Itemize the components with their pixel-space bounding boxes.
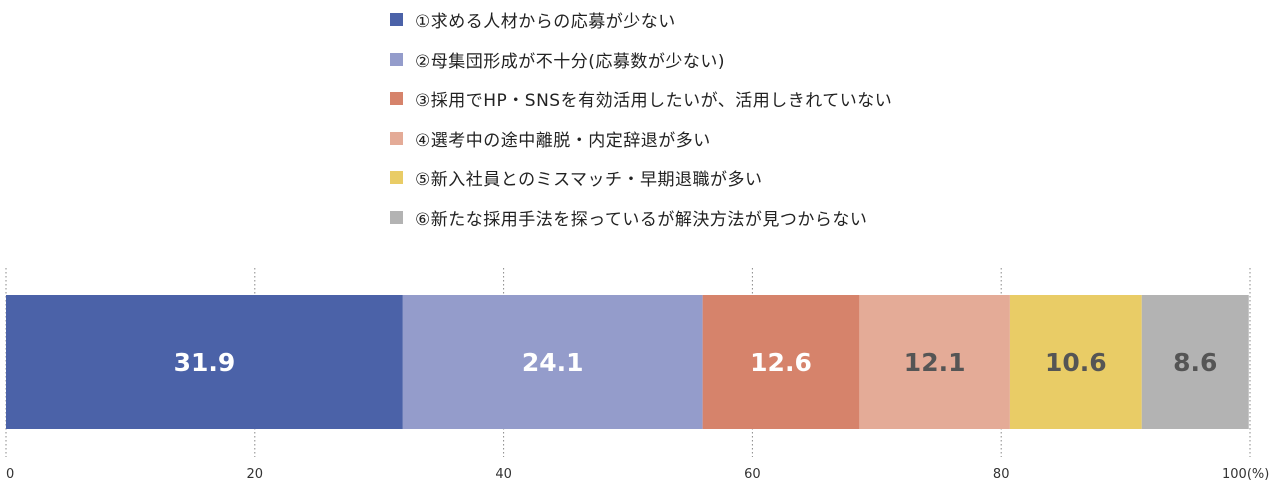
legend-swatch: [390, 210, 403, 224]
legend-item: ③採用でHP・SNSを有効活用したいが、活用しきれていない: [390, 79, 892, 119]
legend-item: ①求める人材からの応募が少ない: [390, 0, 892, 40]
bar-value-label: 24.1: [522, 348, 584, 377]
bar-segment: [702, 295, 860, 429]
legend-item: ②母集団形成が不十分(応募数が少ない): [390, 40, 892, 80]
legend-item: ⑥新たな採用手法を探っているが解決方法が見つからない: [390, 198, 892, 238]
chart-bars: 31.9 24.1 12.6 12.1 10.6 8.6: [6, 295, 1249, 429]
legend-label: ③採用でHP・SNSを有効活用したいが、活用しきれていない: [415, 91, 893, 112]
legend-label: ①求める人材からの応募が少ない: [415, 12, 676, 33]
x-tick-label: 0: [6, 467, 14, 482]
x-tick-label: 60: [744, 467, 761, 482]
bar-value-label: 31.9: [174, 348, 236, 377]
bar-value-label: 10.6: [1045, 348, 1107, 377]
bar-value-label: 12.6: [750, 348, 812, 377]
legend-swatch: [390, 52, 403, 66]
bar-segment: [402, 295, 703, 429]
chart-ticks: 0 20 40 60 80 100(%): [6, 467, 1269, 482]
x-tick-label: 100(%): [1222, 467, 1269, 482]
legend-swatch: [390, 131, 403, 145]
legend-label: ②母集団形成が不十分(応募数が少ない): [415, 51, 726, 72]
bar-segment: [1141, 295, 1249, 429]
bar-segment: [1009, 295, 1142, 429]
legend-label: ⑤新入社員とのミスマッチ・早期退職が多い: [415, 170, 763, 191]
x-tick-label: 40: [495, 467, 512, 482]
legend-swatch: [390, 13, 403, 27]
chart-legend: ①求める人材からの応募が少ない ②母集団形成が不十分(応募数が少ない) ③採用で…: [390, 0, 892, 237]
bar-segment: [859, 295, 1010, 429]
x-tick-label: 80: [993, 467, 1010, 482]
legend-swatch: [390, 92, 403, 106]
legend-label: ④選考中の途中離脱・内定辞退が多い: [415, 130, 711, 151]
legend-item: ④選考中の途中離脱・内定辞退が多い: [390, 119, 892, 159]
legend-item: ⑤新入社員とのミスマッチ・早期退職が多い: [390, 158, 892, 198]
legend-label: ⑥新たな採用手法を探っているが解決方法が見つからない: [415, 209, 868, 230]
x-tick-label: 20: [247, 467, 264, 482]
bar-value-label: 8.6: [1173, 348, 1217, 377]
bar-segment: [6, 295, 403, 429]
legend-swatch: [390, 171, 403, 185]
bar-value-label: 12.1: [904, 348, 966, 377]
